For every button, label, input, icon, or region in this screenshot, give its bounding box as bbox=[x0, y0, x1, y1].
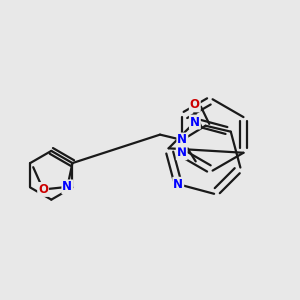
Text: O: O bbox=[190, 98, 200, 111]
Text: N: N bbox=[177, 134, 187, 146]
Text: N: N bbox=[173, 178, 183, 191]
Text: N: N bbox=[62, 180, 72, 194]
Text: N: N bbox=[177, 146, 187, 159]
Text: N: N bbox=[190, 116, 200, 128]
Text: O: O bbox=[38, 183, 48, 196]
